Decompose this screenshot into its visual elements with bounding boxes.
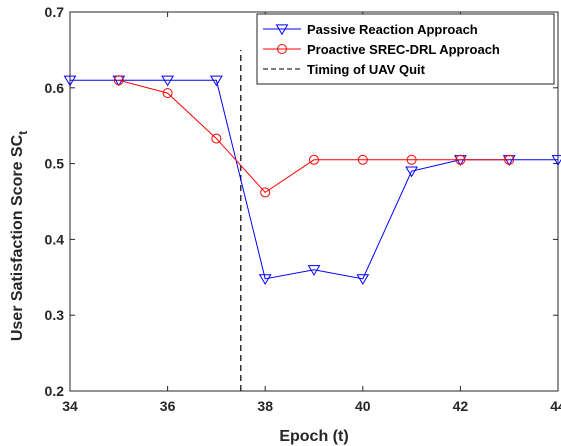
y-tick-label: 0.7 xyxy=(45,4,65,20)
x-tick-label: 38 xyxy=(257,398,273,414)
data-point xyxy=(162,88,173,99)
data-point xyxy=(63,75,77,87)
y-tick-label: 0.4 xyxy=(45,231,65,247)
y-axis-label-main: User Satisfaction Score SC xyxy=(9,134,26,341)
series-line-1 xyxy=(118,79,510,194)
legend-label-2: Timing of UAV Quit xyxy=(307,62,426,77)
ticks: 34 36 38 40 42 44 0.2 0.3 0.4 0.5 0.6 0.7 xyxy=(45,4,561,414)
y-tick-label: 0.2 xyxy=(45,383,65,399)
data-point xyxy=(113,75,124,86)
y-axis-label: User Satisfaction Score SCt xyxy=(9,131,30,341)
data-point xyxy=(258,274,272,286)
data-point xyxy=(356,274,370,286)
x-tick-label: 36 xyxy=(160,398,176,414)
data-point xyxy=(211,133,222,144)
legend-label-0: Passive Reaction Approach xyxy=(307,22,478,37)
legend-label-1: Proactive SREC-DRL Approach xyxy=(307,42,500,57)
legend-box xyxy=(256,13,555,85)
legend-marker-1 xyxy=(277,44,287,54)
y-tick-label: 0.5 xyxy=(45,156,65,172)
data-point xyxy=(260,187,271,198)
x-axis-label: Epoch (t) xyxy=(279,428,348,445)
x-tick-label: 42 xyxy=(453,398,469,414)
x-tick-label: 44 xyxy=(550,398,561,414)
y-tick-label: 0.3 xyxy=(45,307,65,323)
series-layer xyxy=(63,75,561,286)
data-point xyxy=(307,265,321,276)
data-point xyxy=(357,154,368,165)
x-tick-label: 40 xyxy=(355,398,371,414)
legend-marker-0 xyxy=(275,24,289,36)
data-point xyxy=(161,75,174,87)
data-point xyxy=(210,75,223,87)
y-tick-label: 0.6 xyxy=(45,80,65,96)
data-point xyxy=(405,166,418,178)
data-point xyxy=(406,154,417,165)
data-point xyxy=(455,154,466,165)
y-axis-label-subscript: t xyxy=(16,131,30,135)
legend: Passive Reaction Approach Proactive SREC-… xyxy=(256,13,555,85)
data-point xyxy=(504,154,515,165)
data-point xyxy=(309,154,319,165)
x-tick-label: 34 xyxy=(62,398,78,414)
